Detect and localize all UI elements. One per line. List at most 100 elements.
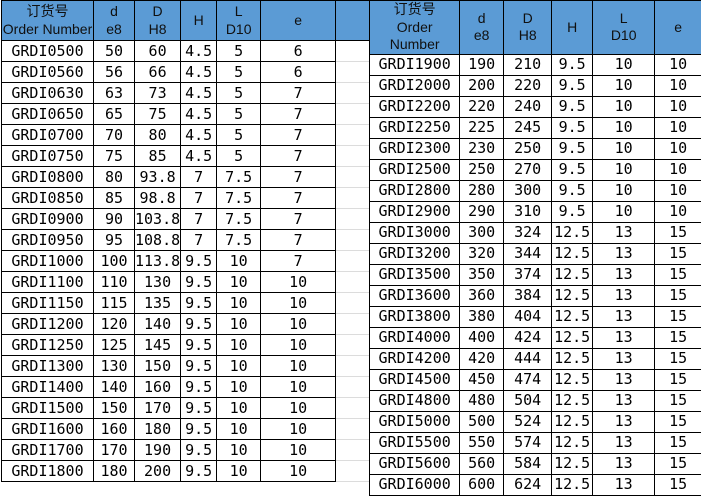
order-number-cell: GRDI1100 <box>1 271 94 293</box>
value-cell: 10 <box>260 439 337 461</box>
value-cell: 85 <box>93 187 135 209</box>
value-cell: 9.5 <box>180 355 218 377</box>
value-cell: 350 <box>459 263 505 286</box>
order-number-cell: GRDI1000 <box>1 250 94 272</box>
value-cell: 10 <box>260 313 337 335</box>
table-row: GRDI2000 200 220 9.5 10 10 <box>369 74 701 97</box>
value-cell: 550 <box>459 431 505 454</box>
gap-cell <box>336 167 370 188</box>
order-number-cell: GRDI0630 <box>1 82 94 104</box>
value-cell: 9.5 <box>180 271 218 293</box>
value-cell: 110 <box>93 271 135 293</box>
value-cell: 444 <box>503 347 553 370</box>
value-cell: 4.5 <box>180 103 218 125</box>
value-cell: 10 <box>654 95 701 118</box>
value-cell: 200 <box>133 460 182 482</box>
table-row: GRDI6000 600 624 12.5 13 15 <box>369 473 701 496</box>
table-row: GRDI2200 220 240 9.5 10 10 <box>369 95 701 118</box>
value-cell: 80 <box>133 124 182 146</box>
value-cell: 9.5 <box>180 250 218 272</box>
value-cell: 5 <box>216 82 262 104</box>
table-row: GRDI1200 120 140 9.5 10 10 <box>1 313 337 335</box>
gap-cell <box>336 146 370 167</box>
value-cell: 560 <box>459 452 505 475</box>
value-cell: 9.5 <box>551 200 594 223</box>
value-cell: 245 <box>503 116 553 139</box>
value-cell: 13 <box>592 473 656 496</box>
value-cell: 12.5 <box>551 431 594 454</box>
value-cell: 210 <box>503 53 553 76</box>
value-cell: 574 <box>503 431 553 454</box>
order-number-cell: GRDI1500 <box>1 397 94 419</box>
order-number-cell: GRDI1800 <box>1 460 94 482</box>
value-cell: 10 <box>592 179 656 202</box>
value-cell: 10 <box>260 334 337 356</box>
value-cell: 404 <box>503 305 553 328</box>
value-cell: 524 <box>503 410 553 433</box>
gap-cell <box>336 125 370 146</box>
value-cell: 10 <box>216 334 262 356</box>
order-number-cell: GRDI2200 <box>369 95 461 118</box>
order-number-cell: GRDI1600 <box>1 418 94 440</box>
order-number-cell: GRDI1900 <box>369 53 461 76</box>
value-cell: 5 <box>216 103 262 125</box>
value-cell: 360 <box>459 284 505 307</box>
value-cell: 9.5 <box>551 95 594 118</box>
table-row: GRDI0650 65 75 4.5 5 7 <box>1 103 337 125</box>
gap-header-cell <box>336 0 370 41</box>
header-row: 订货号 Order Number d e8 D H8 H L D10 e <box>369 0 701 55</box>
order-number-cell: GRDI0500 <box>1 40 94 62</box>
value-cell: 70 <box>93 124 135 146</box>
value-cell: 12.5 <box>551 368 594 391</box>
gap-cell <box>336 41 370 62</box>
value-cell: 73 <box>133 82 182 104</box>
value-cell: 10 <box>654 53 701 76</box>
value-cell: 10 <box>654 200 701 223</box>
gap-cell <box>336 83 370 104</box>
value-cell: 13 <box>592 326 656 349</box>
value-cell: 150 <box>133 355 182 377</box>
value-cell: 100 <box>93 250 135 272</box>
value-cell: 113.8 <box>133 250 182 272</box>
gap-cell <box>336 104 370 125</box>
order-number-cell: GRDI6000 <box>369 473 461 496</box>
value-cell: 10 <box>260 292 337 314</box>
order-number-cell: GRDI1250 <box>1 334 94 356</box>
value-cell: 10 <box>592 200 656 223</box>
header-line2: D10 <box>610 27 637 44</box>
order-number-cell: GRDI4800 <box>369 389 461 412</box>
value-cell: 15 <box>654 221 701 244</box>
value-cell: 6 <box>260 61 337 83</box>
value-cell: 95 <box>93 229 135 251</box>
value-cell: 10 <box>260 355 337 377</box>
value-cell: 90 <box>93 208 135 230</box>
value-cell: 10 <box>216 376 262 398</box>
header-line1: H <box>567 18 578 35</box>
value-cell: 10 <box>260 397 337 419</box>
value-cell: 480 <box>459 389 505 412</box>
value-cell: 624 <box>503 473 553 496</box>
value-cell: 10 <box>592 137 656 160</box>
header-line1: e <box>294 11 303 28</box>
column-header-d: d e8 <box>459 0 505 55</box>
order-number-cell: GRDI0800 <box>1 166 94 188</box>
table-row: GRDI0800 80 93.8 7 7.5 7 <box>1 166 337 188</box>
value-cell: 7 <box>260 208 337 230</box>
value-cell: 250 <box>459 158 505 181</box>
value-cell: 450 <box>459 368 505 391</box>
header-line1: L <box>234 3 243 19</box>
value-cell: 10 <box>216 292 262 314</box>
gap-cell <box>336 440 370 461</box>
table-row: GRDI1250 125 145 9.5 10 10 <box>1 334 337 356</box>
value-cell: 9.5 <box>180 376 218 398</box>
value-cell: 75 <box>93 145 135 167</box>
header-line2: Order Number <box>2 20 93 37</box>
value-cell: 103.8 <box>133 208 182 230</box>
value-cell: 500 <box>459 410 505 433</box>
order-number-cell: GRDI0750 <box>1 145 94 167</box>
value-cell: 7 <box>260 229 337 251</box>
value-cell: 15 <box>654 368 701 391</box>
order-number-cell: GRDI3000 <box>369 221 461 244</box>
value-cell: 12.5 <box>551 263 594 286</box>
